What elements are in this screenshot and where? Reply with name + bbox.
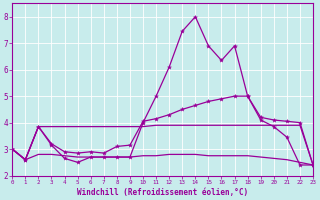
X-axis label: Windchill (Refroidissement éolien,°C): Windchill (Refroidissement éolien,°C) <box>77 188 248 197</box>
